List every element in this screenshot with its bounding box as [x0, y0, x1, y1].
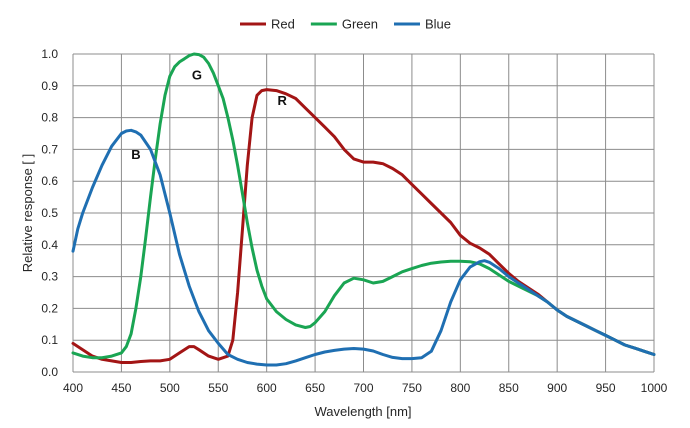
y-axis-title: Relative response [ ] [20, 154, 35, 273]
x-axis-title: Wavelength [nm] [314, 404, 411, 419]
x-tick-label: 900 [547, 381, 567, 395]
y-tick-label: 0.5 [41, 206, 58, 220]
x-axis-ticks: 400 450 500 550 600 650 700 750 800 850 900 950 1000 [63, 381, 668, 395]
y-tick-label: 0.6 [41, 174, 58, 188]
legend: Red Green Blue [240, 17, 451, 32]
curve-annotation-g: G [192, 67, 202, 82]
legend-item-red: Red [240, 17, 295, 32]
y-axis-ticks: 0.0 0.1 0.2 0.3 0.4 0.5 0.6 0.7 0.8 0.9 1.0 [41, 47, 58, 379]
legend-item-blue: Blue [394, 17, 451, 32]
y-tick-label: 0.4 [41, 238, 58, 252]
x-tick-label: 450 [111, 381, 131, 395]
y-tick-label: 0.0 [41, 365, 58, 379]
x-tick-label: 650 [305, 381, 325, 395]
y-tick-label: 1.0 [41, 47, 58, 61]
grid [72, 53, 655, 373]
y-tick-label: 0.7 [41, 142, 58, 156]
y-tick-label: 0.1 [41, 333, 58, 347]
x-tick-label: 850 [499, 381, 519, 395]
legend-label: Green [342, 17, 378, 32]
legend-label: Red [271, 17, 295, 32]
x-tick-label: 750 [402, 381, 422, 395]
x-tick-label: 950 [596, 381, 616, 395]
y-tick-label: 0.8 [41, 111, 58, 125]
y-tick-label: 0.9 [41, 79, 58, 93]
x-tick-label: 500 [160, 381, 180, 395]
curve-annotations: G R B [131, 67, 287, 162]
y-tick-label: 0.2 [41, 301, 58, 315]
x-tick-label: 550 [208, 381, 228, 395]
curve-annotation-b: B [131, 147, 140, 162]
curve-annotation-r: R [277, 93, 287, 108]
legend-label: Blue [425, 17, 451, 32]
x-tick-label: 1000 [641, 381, 668, 395]
y-tick-label: 0.3 [41, 270, 58, 284]
x-tick-label: 400 [63, 381, 83, 395]
x-tick-label: 600 [257, 381, 277, 395]
legend-item-green: Green [310, 17, 378, 32]
x-tick-label: 800 [450, 381, 470, 395]
series-line-blue [71, 128, 656, 367]
series-lines [71, 52, 656, 367]
x-tick-label: 700 [353, 381, 373, 395]
